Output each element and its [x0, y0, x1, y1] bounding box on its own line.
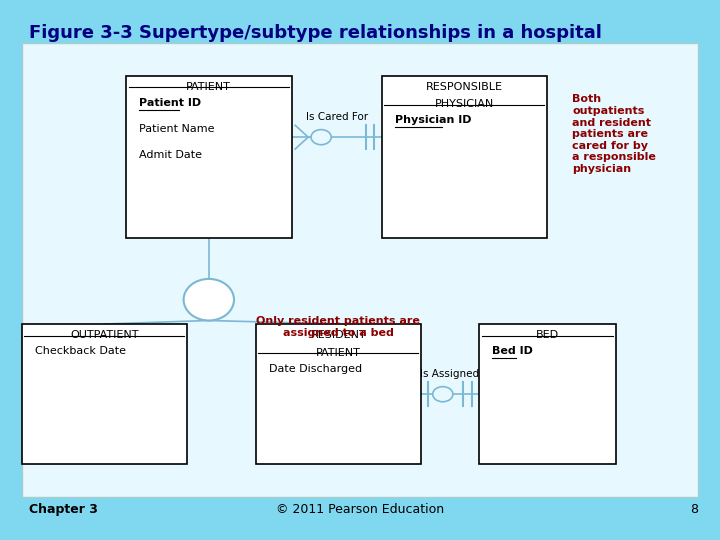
Ellipse shape — [184, 279, 234, 320]
Text: Patient ID: Patient ID — [139, 98, 201, 108]
Text: PHYSICIAN: PHYSICIAN — [435, 99, 494, 110]
Bar — [22, 43, 698, 497]
Text: OUTPATIENT: OUTPATIENT — [70, 330, 139, 341]
Text: Is Cared For: Is Cared For — [305, 112, 368, 122]
Text: RESIDENT: RESIDENT — [310, 330, 366, 341]
Text: Date Discharged: Date Discharged — [269, 364, 361, 374]
Bar — [126, 76, 292, 238]
Text: © 2011 Pearson Education: © 2011 Pearson Education — [276, 503, 444, 516]
Ellipse shape — [311, 130, 331, 145]
Text: Admit Date: Admit Date — [139, 150, 202, 160]
Text: Chapter 3: Chapter 3 — [29, 503, 98, 516]
Text: Figure 3-3 Supertype/subtype relationships in a hospital: Figure 3-3 Supertype/subtype relationshi… — [29, 24, 602, 42]
Text: 8: 8 — [690, 503, 698, 516]
Bar — [256, 324, 421, 464]
Text: Checkback Date: Checkback Date — [35, 347, 125, 356]
Text: BED: BED — [536, 330, 559, 341]
Text: Patient Name: Patient Name — [139, 124, 215, 134]
Ellipse shape — [433, 387, 453, 402]
Bar — [479, 324, 616, 464]
Text: PATIENT: PATIENT — [316, 348, 361, 358]
Text: Only resident patients are
assigned to a bed: Only resident patients are assigned to a… — [256, 316, 420, 338]
Text: PATIENT: PATIENT — [186, 82, 231, 92]
Bar — [382, 76, 547, 238]
Text: Both
outpatients
and resident
patients are
cared for by
a responsible
physician: Both outpatients and resident patients a… — [572, 94, 656, 174]
Text: Is Assigned: Is Assigned — [420, 369, 480, 379]
Text: Bed ID: Bed ID — [492, 347, 533, 356]
Bar — [22, 324, 187, 464]
Text: Physician ID: Physician ID — [395, 116, 471, 125]
Text: RESPONSIBLE: RESPONSIBLE — [426, 82, 503, 92]
